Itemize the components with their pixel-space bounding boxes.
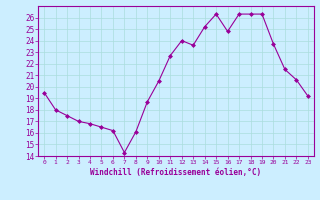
X-axis label: Windchill (Refroidissement éolien,°C): Windchill (Refroidissement éolien,°C): [91, 168, 261, 177]
